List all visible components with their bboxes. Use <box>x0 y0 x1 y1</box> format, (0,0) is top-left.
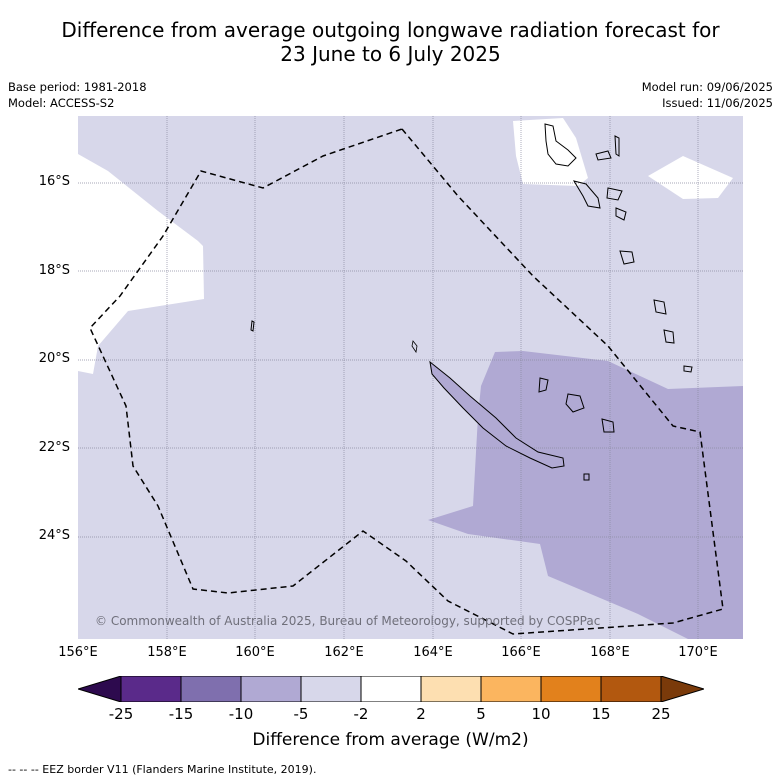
lon-label-158e: 158°E <box>147 645 187 660</box>
lon-label-166e: 166°E <box>501 645 541 660</box>
colorbar-tick: -15 <box>168 705 194 723</box>
lon-label-156e: 156°E <box>58 645 98 660</box>
colorbar-bin <box>120 676 182 702</box>
eez-footnote: -- -- -- EEZ border V11 (Flanders Marine… <box>8 763 317 776</box>
near-average-area-north <box>513 118 588 186</box>
copyright: © Commonwealth of Australia 2025, Bureau… <box>95 614 601 628</box>
vanuatu-island-2 <box>595 150 612 161</box>
vanuatu-island-4 <box>572 180 601 209</box>
map-svg <box>78 116 743 639</box>
colorbar-tick: 25 <box>651 705 671 723</box>
lon-label-164e: 164°E <box>413 645 453 660</box>
vanuatu-island-9 <box>663 329 675 344</box>
new-caledonia-island <box>429 360 565 469</box>
anomaly-field-mid <box>428 351 743 639</box>
colorbar-extend-high <box>660 676 704 702</box>
title-line-2: 23 June to 6 July 2025 <box>280 42 501 66</box>
colorbar <box>78 676 704 702</box>
vanuatu-island-10 <box>683 365 693 373</box>
issued-date: Issued: 11/06/2025 <box>662 96 773 110</box>
islet <box>411 340 418 354</box>
colorbar-bin <box>600 676 662 702</box>
model-name: Model: ACCESS-S2 <box>8 96 115 110</box>
colorbar-bin <box>240 676 302 702</box>
lat-label-20s: 20°S <box>38 351 70 366</box>
lat-label-18s: 18°S <box>38 263 70 278</box>
lon-label-170e: 170°E <box>678 645 718 660</box>
vanuatu-island-6 <box>615 207 627 221</box>
colorbar-bin <box>420 676 482 702</box>
colorbar-tick: -10 <box>228 705 254 723</box>
lon-label-162e: 162°E <box>324 645 364 660</box>
lon-label-160e: 160°E <box>235 645 275 660</box>
colorbar-tick: -2 <box>353 705 369 723</box>
title-line-1: Difference from average outgoing longwav… <box>61 18 720 42</box>
colorbar-bin <box>480 676 542 702</box>
vanuatu-island-1 <box>544 123 577 167</box>
loyalty-island-1 <box>538 377 549 393</box>
islet <box>583 473 590 481</box>
colorbar-tick: -25 <box>108 705 134 723</box>
loyalty-island-3 <box>601 418 615 433</box>
colorbar-bin <box>300 676 362 702</box>
colorbar-tick: 15 <box>591 705 611 723</box>
lon-label-168e: 168°E <box>590 645 630 660</box>
colorbar-bin <box>360 676 422 702</box>
right-meta: Model run: 09/06/2025 Issued: 11/06/2025 <box>642 79 773 111</box>
colorbar-bin <box>540 676 602 702</box>
vanuatu-island-7 <box>619 250 635 265</box>
colorbar-label: Difference from average (W/m2) <box>252 730 529 750</box>
near-average-area-west <box>78 154 204 374</box>
base-period: Base period: 1981-2018 <box>8 80 147 94</box>
colorbar-tick: 5 <box>476 705 486 723</box>
lat-label-16s: 16°S <box>38 174 70 189</box>
vanuatu-island-3 <box>614 135 620 157</box>
colorbar-extend-low <box>78 676 122 702</box>
loyalty-island-2 <box>565 393 585 413</box>
lat-label-24s: 24°S <box>38 528 70 543</box>
left-meta: Base period: 1981-2018 Model: ACCESS-S2 <box>8 79 147 111</box>
vanuatu-island-5 <box>606 187 623 201</box>
colorbar-bin <box>180 676 242 702</box>
colorbar-tick: 10 <box>531 705 551 723</box>
model-run: Model run: 09/06/2025 <box>641 80 773 94</box>
map-title: Difference from average outgoing longwav… <box>0 18 781 66</box>
colorbar-tick: 2 <box>416 705 426 723</box>
islet <box>250 320 255 332</box>
colorbar-tick: -5 <box>293 705 309 723</box>
near-average-area-northeast <box>648 156 733 199</box>
eez-border <box>89 128 724 635</box>
map-panel[interactable]: © Commonwealth of Australia 2025, Bureau… <box>78 116 743 639</box>
vanuatu-island-8 <box>653 299 667 315</box>
lat-label-22s: 22°S <box>38 440 70 455</box>
graticule <box>78 116 743 639</box>
